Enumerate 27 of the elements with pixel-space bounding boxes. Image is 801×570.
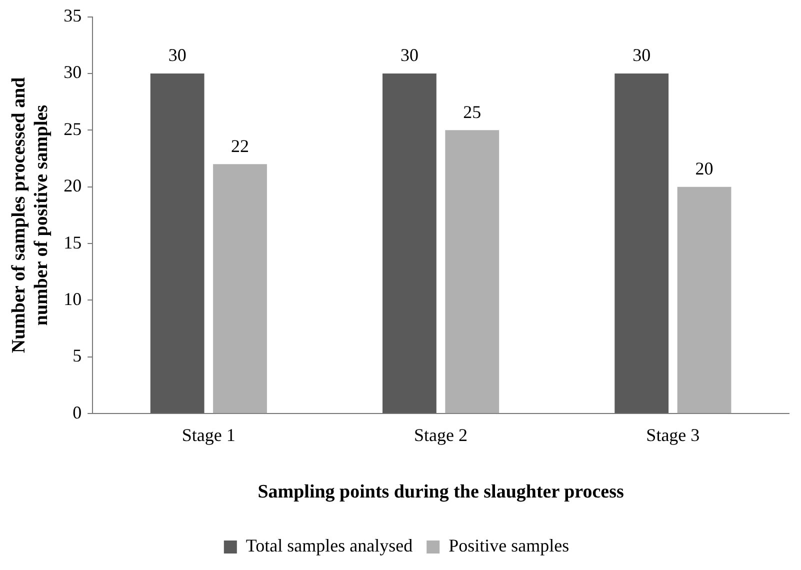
y-tick-label: 5	[72, 346, 82, 366]
bar	[213, 164, 267, 414]
bar	[677, 186, 732, 414]
bar	[150, 73, 204, 414]
bar	[614, 73, 669, 414]
x-tick-label: Stage 2	[414, 425, 468, 446]
y-tick-label: 30	[64, 62, 82, 82]
bar	[382, 73, 436, 414]
y-tick-label: 15	[64, 232, 82, 252]
x-axis-title: Sampling points during the slaughter process	[258, 482, 624, 503]
x-tick-label: Stage 1	[182, 425, 236, 446]
legend-label: Total samples analysed	[246, 536, 413, 556]
y-axis-title: Number of samples processed and number of positive samples	[8, 76, 52, 354]
data-label: 30	[632, 45, 651, 66]
data-label: 30	[168, 45, 186, 66]
data-label: 22	[231, 136, 250, 156]
bar	[445, 130, 500, 414]
data-label: 25	[463, 102, 482, 122]
y-tick-label: 0	[72, 402, 82, 422]
data-label: 30	[400, 45, 418, 66]
data-label: 20	[695, 158, 714, 179]
y-tick-label: 20	[64, 176, 82, 196]
legend-label: Positive samples	[448, 536, 570, 556]
x-tick-label: Stage 3	[646, 425, 700, 446]
y-tick-label: 25	[64, 118, 82, 139]
y-tick-label: 35	[64, 6, 82, 26]
y-tick-label: 10	[64, 288, 82, 309]
